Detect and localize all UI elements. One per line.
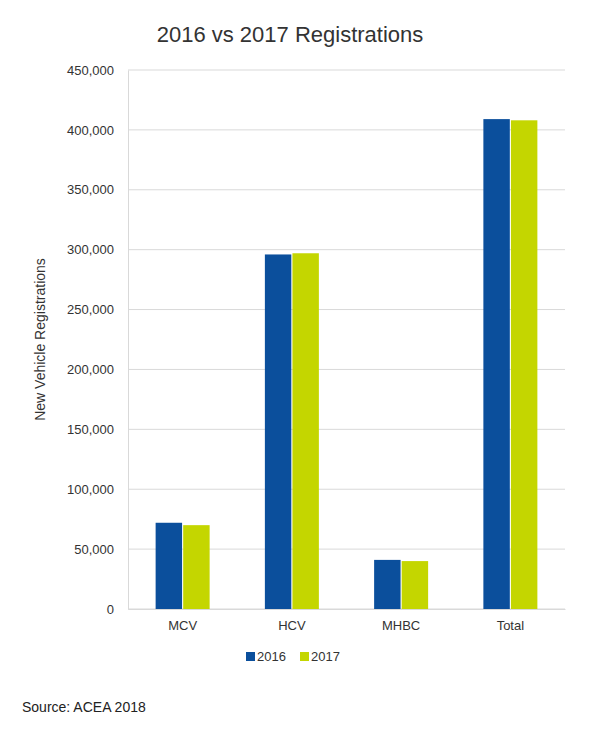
x-tick: MCV [168, 609, 197, 633]
y-tick-label: 200,000 [67, 362, 114, 377]
y-axis: 0 50,000 100,000 150,000 200,000 250,000 300,0… [67, 63, 129, 617]
bar-series [156, 119, 510, 609]
x-tick-label: HCV [278, 618, 306, 633]
x-axis: MCV HCV MHBC Total [129, 609, 566, 633]
y-tick: 0 [107, 602, 128, 617]
y-tick-label: 0 [107, 602, 114, 617]
bar [265, 254, 291, 609]
bar [402, 561, 428, 609]
y-axis-title: New Vehicle Registrations [32, 258, 48, 421]
y-tick-label: 250,000 [67, 302, 114, 317]
bar [511, 120, 537, 609]
bar [156, 523, 182, 609]
y-tick: 100,000 [67, 482, 128, 497]
x-tick-label: MHBC [382, 618, 420, 633]
grid-line [128, 70, 565, 71]
bar-series [183, 120, 537, 609]
y-tick-label: 350,000 [67, 182, 114, 197]
source: Source: ACEA 2018 [22, 699, 146, 715]
x-tick-label: MCV [168, 618, 197, 633]
y-tick-label: 50,000 [74, 542, 114, 557]
x-axis-line [129, 609, 566, 610]
legend-swatch [246, 652, 255, 661]
legend-label: 2016 [257, 649, 286, 664]
y-tick-label: 100,000 [67, 482, 114, 497]
y-tick: 300,000 [67, 242, 128, 257]
bar [483, 119, 509, 609]
title: 2016 vs 2017 Registrations [157, 22, 424, 47]
y-tick: 400,000 [67, 123, 128, 138]
y-tick: 50,000 [74, 542, 128, 557]
y-tick: 250,000 [67, 302, 128, 317]
x-tick-label: Total [497, 618, 525, 633]
y-tick-label: 400,000 [67, 123, 114, 138]
bars [156, 119, 538, 609]
grid [128, 70, 565, 609]
x-tick: HCV [278, 609, 306, 633]
y-tick: 200,000 [67, 362, 128, 377]
bar [292, 253, 318, 609]
legend: 2016 2017 [246, 649, 340, 664]
chart: 2016 vs 2017 Registrations 0 50,000 100,000… [0, 0, 602, 734]
y-axis-line [128, 71, 129, 610]
x-tick: Total [497, 609, 525, 633]
legend-swatch [300, 652, 309, 661]
y-tick-label: 450,000 [67, 63, 114, 78]
y-tick: 450,000 [67, 63, 128, 78]
y-tick-label: 300,000 [67, 242, 114, 257]
legend-label: 2017 [311, 649, 340, 664]
bar [374, 560, 400, 609]
y-tick: 150,000 [67, 422, 128, 437]
bar [183, 525, 209, 609]
y-tick: 350,000 [67, 182, 128, 197]
x-tick: MHBC [382, 609, 420, 633]
y-tick-label: 150,000 [67, 422, 114, 437]
